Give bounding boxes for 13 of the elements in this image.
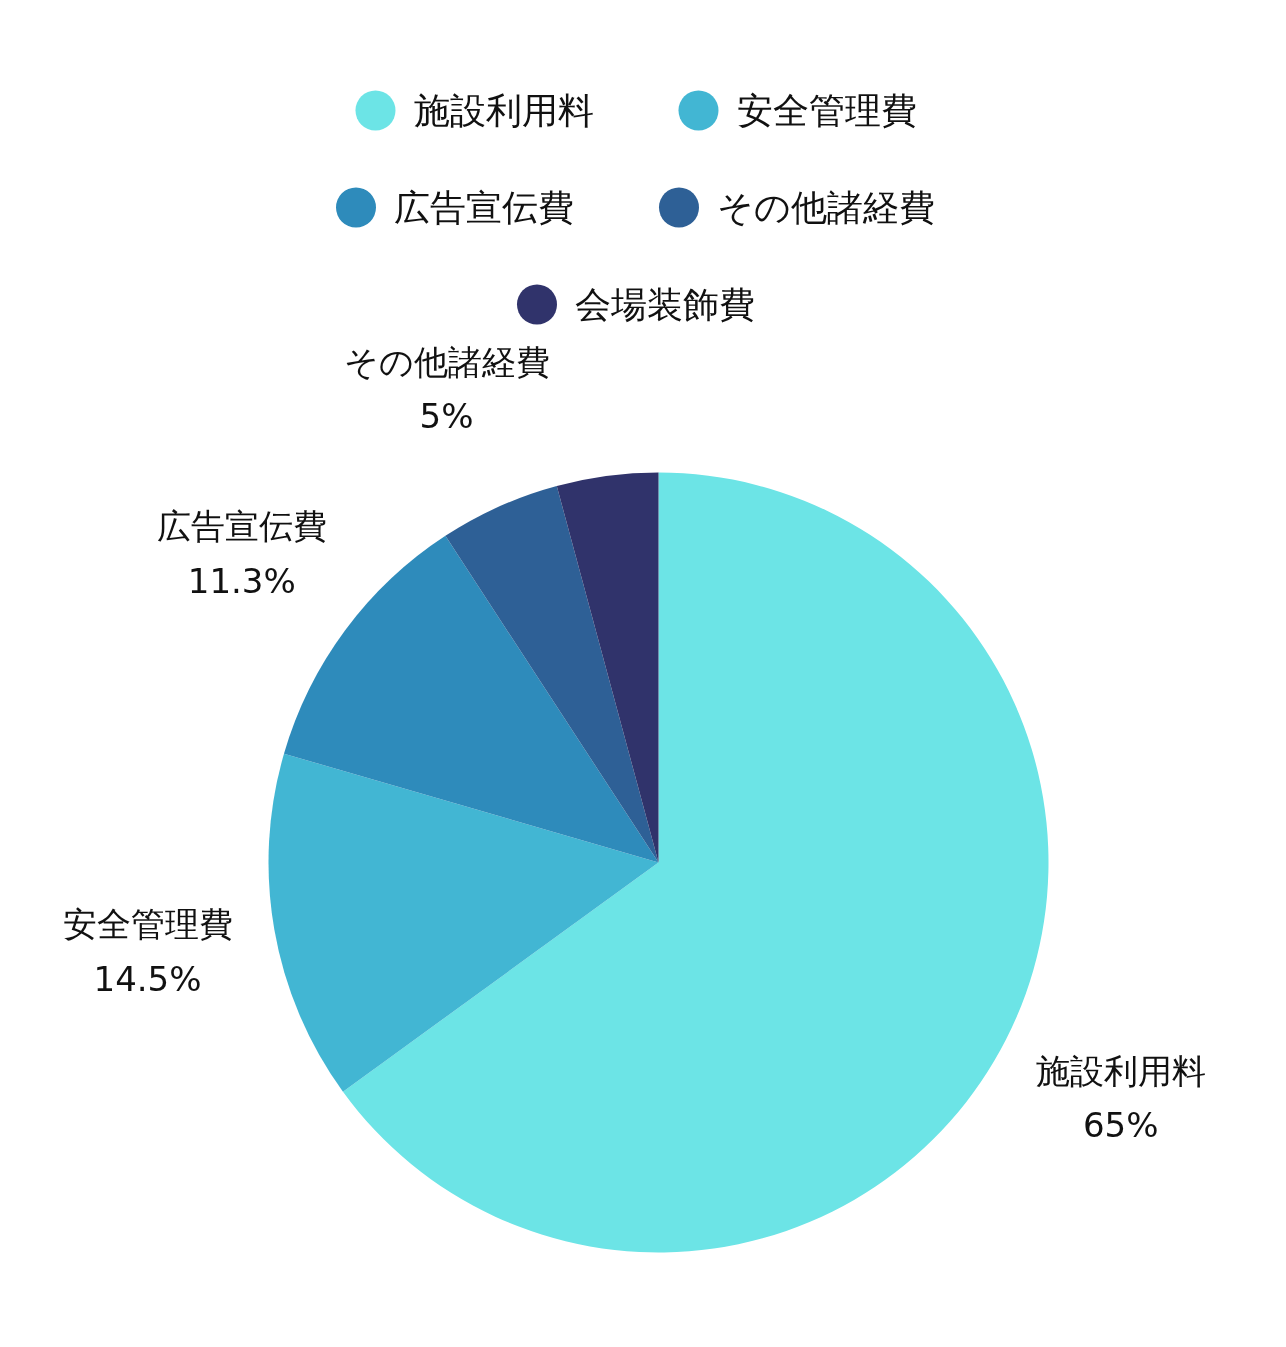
legend-label: 安全管理費 [736,90,917,131]
legend-label: 広告宣伝費 [394,187,574,228]
slice-label: 広告宣伝費 [156,506,327,547]
data-label: 5% [419,396,474,437]
legend-label: 施設利用料 [413,90,594,131]
legend-label: その他諸経費 [717,187,935,228]
data-label: 11.3% [187,560,296,601]
slice-label: 施設利用料 [1035,1050,1206,1091]
data-label: 65% [1082,1105,1159,1146]
legend-label: 会場装飾費 [575,284,755,325]
slice-label: 安全管理費 [62,904,233,945]
slice-label: その他諸経費 [343,341,550,382]
data-label: 14.5% [93,958,202,999]
